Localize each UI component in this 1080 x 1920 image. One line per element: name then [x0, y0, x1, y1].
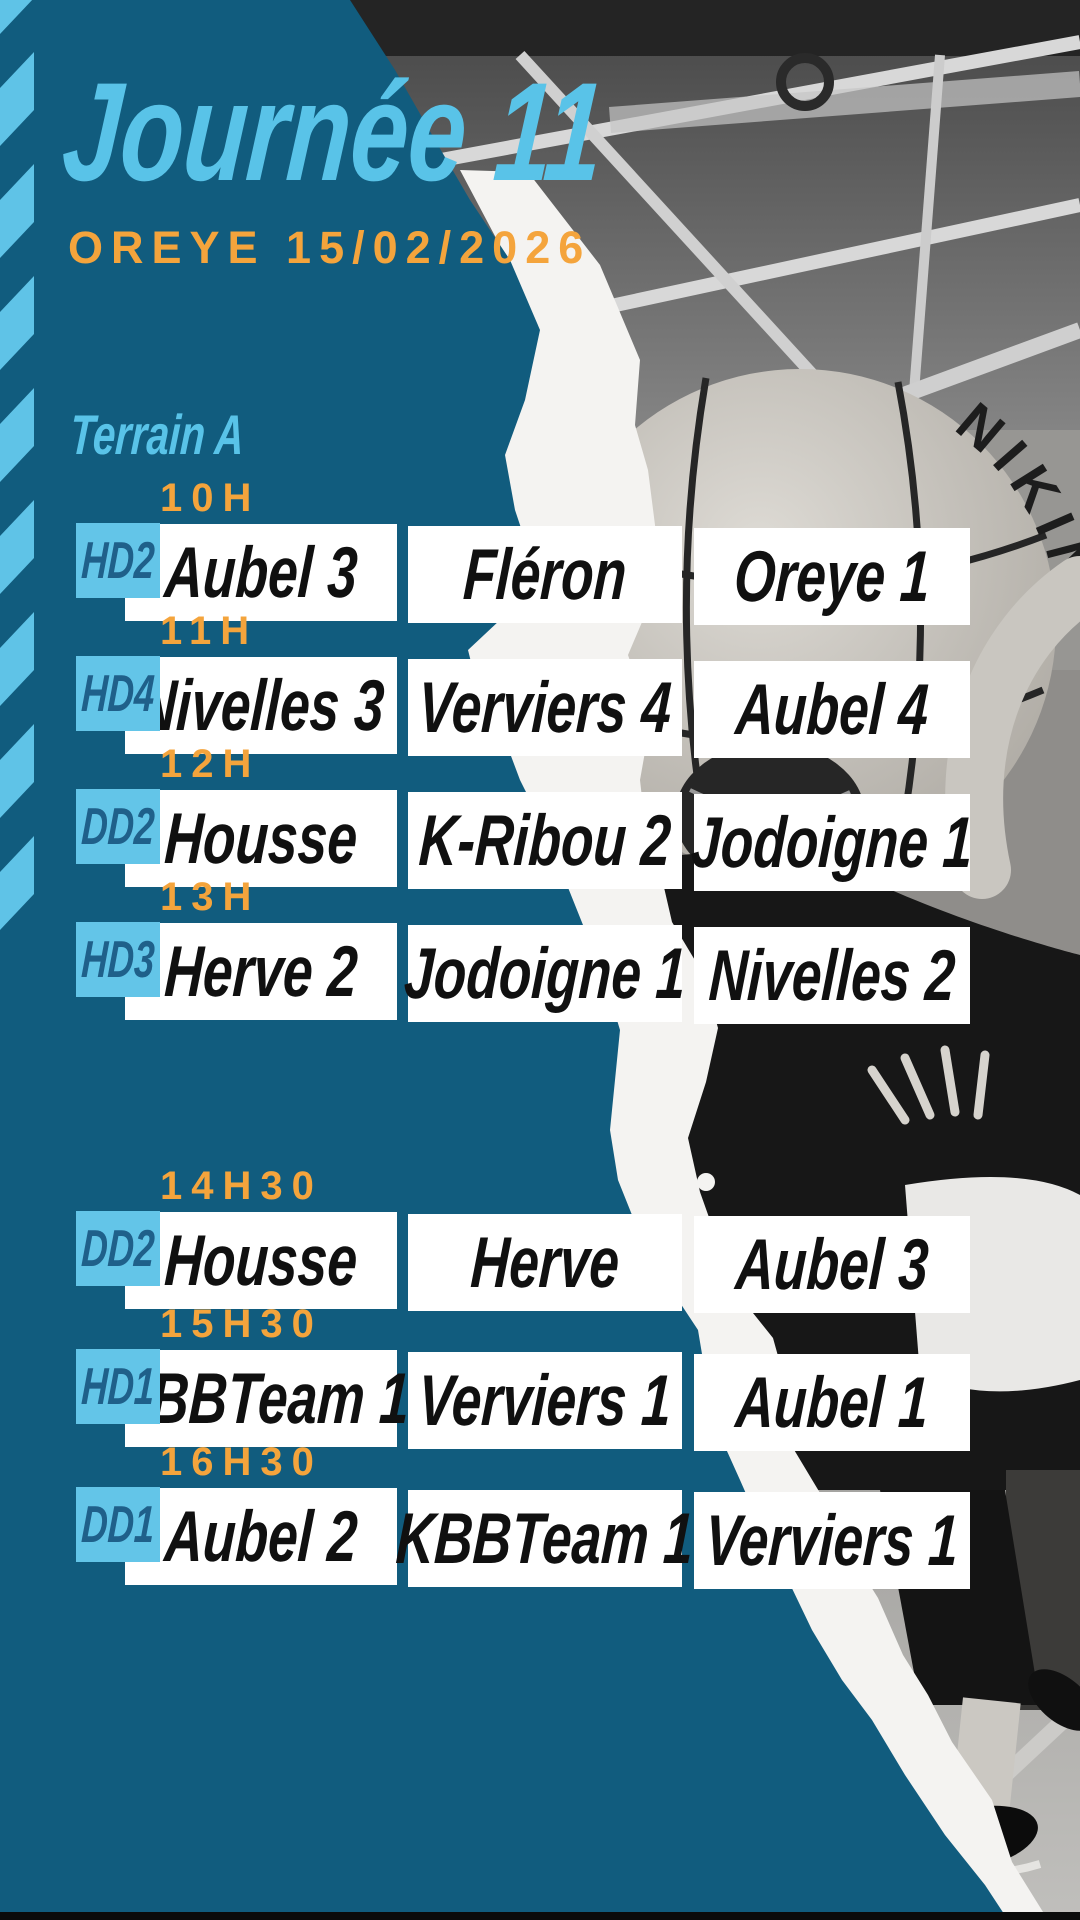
team-box: Aubel 1 — [694, 1354, 970, 1451]
team-name: Verviers 4 — [416, 667, 674, 748]
match-time: 15H30 — [160, 1302, 323, 1346]
team-box: Aubel 3 — [125, 524, 397, 621]
team-box: Aubel 4 — [694, 661, 970, 758]
match-time: 13H — [160, 875, 261, 919]
section-label: Terrain A — [68, 402, 310, 467]
team-box: Housse — [125, 1212, 397, 1309]
team-name: Nivelles 3 — [136, 665, 387, 746]
page-title-text: Journée 11 — [57, 53, 610, 210]
category-badge: HD2 — [76, 523, 160, 598]
team-name: Housse — [162, 1220, 360, 1301]
match-time: 16H30 — [160, 1440, 323, 1484]
team-name: Jodoigne 1 — [689, 802, 975, 883]
team-box: Nivelles 3 — [125, 657, 397, 754]
team-name: Nivelles 2 — [707, 935, 958, 1016]
team-name: K-Ribou 2 — [417, 800, 673, 881]
team-name: Fléron — [461, 534, 629, 615]
team-name: Oreye 1 — [732, 536, 932, 617]
team-box: Verviers 1 — [408, 1352, 682, 1449]
team-name: Verviers 1 — [416, 1360, 674, 1441]
team-name: Jodoigne 1 — [402, 933, 688, 1014]
team-box: Oreye 1 — [694, 528, 970, 625]
match-time: 10H — [160, 476, 261, 520]
team-box: Nivelles 2 — [694, 927, 970, 1024]
team-box: Jodoigne 1 — [402, 925, 688, 1022]
team-box: Housse — [125, 790, 397, 887]
team-name: Herve 2 — [162, 931, 360, 1012]
category-badge: DD1 — [76, 1487, 160, 1562]
team-name: Herve — [468, 1222, 622, 1303]
team-box: KBBTeam 1 — [110, 1350, 412, 1447]
team-name: Aubel 3 — [733, 1224, 931, 1305]
team-name: Aubel 4 — [733, 669, 931, 750]
team-name: Verviers 1 — [703, 1500, 961, 1581]
category-badge: DD2 — [76, 789, 160, 864]
team-name: Aubel 3 — [162, 532, 360, 613]
bottom-bar — [0, 1912, 1080, 1920]
event-date: OREYE 15/02/2026 — [68, 222, 592, 273]
team-box: Fléron — [408, 526, 682, 623]
team-box: KBBTeam 1 — [394, 1490, 696, 1587]
team-box: Herve — [408, 1214, 682, 1311]
category-badge: DD2 — [76, 1211, 160, 1286]
team-box: Verviers 1 — [694, 1492, 970, 1589]
team-name: Housse — [162, 798, 360, 879]
team-box: Aubel 3 — [694, 1216, 970, 1313]
team-box: Herve 2 — [125, 923, 397, 1020]
section-label-text: Terrain A — [68, 403, 247, 466]
team-box: K-Ribou 2 — [408, 792, 682, 889]
team-name: Aubel 1 — [733, 1362, 931, 1443]
diagonal-stripes — [0, 0, 34, 930]
team-box: Jodoigne 1 — [689, 794, 975, 891]
page-title: Journée 11 — [57, 53, 787, 210]
team-box: Aubel 2 — [125, 1488, 397, 1585]
category-badge: HD3 — [76, 922, 160, 997]
match-time: 14H30 — [160, 1164, 323, 1208]
category-badge: HD1 — [76, 1349, 160, 1424]
category-badge: HD4 — [76, 656, 160, 731]
team-name: KBBTeam 1 — [394, 1498, 696, 1579]
match-time: 11H — [160, 609, 259, 653]
team-box: Verviers 4 — [408, 659, 682, 756]
match-time: 12H — [160, 742, 261, 786]
team-name: Aubel 2 — [162, 1496, 360, 1577]
